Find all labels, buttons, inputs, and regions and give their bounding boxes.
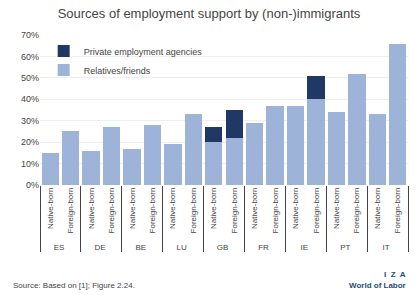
svg-text:Foreign-born: Foreign-born (271, 188, 280, 234)
svg-text:ES: ES (54, 243, 65, 252)
svg-text:70%: 70% (21, 30, 39, 40)
svg-text:Native-born: Native-born (209, 188, 218, 229)
svg-text:30%: 30% (21, 116, 39, 126)
svg-text:Foreign-born: Foreign-born (393, 188, 402, 234)
svg-text:20%: 20% (21, 137, 39, 147)
svg-text:60%: 60% (21, 52, 39, 62)
svg-text:Native-born: Native-born (291, 188, 300, 229)
svg-text:Foreign-born: Foreign-born (107, 188, 116, 234)
svg-text:Private employment agencies: Private employment agencies (84, 47, 203, 57)
svg-text:IE: IE (301, 243, 309, 252)
svg-text:Foreign-born: Foreign-born (230, 188, 239, 234)
svg-text:FR: FR (258, 243, 269, 252)
svg-text:10%: 10% (21, 159, 39, 169)
svg-text:Native-born: Native-born (373, 188, 382, 229)
svg-text:Foreign-born: Foreign-born (189, 188, 198, 234)
svg-text:Foreign-born: Foreign-born (352, 188, 361, 234)
svg-text:0%: 0% (26, 180, 39, 190)
svg-text:Foreign-born: Foreign-born (66, 188, 75, 234)
svg-text:GB: GB (217, 243, 229, 252)
svg-text:I Z A: I Z A (384, 270, 406, 279)
svg-text:Native-born: Native-born (87, 188, 96, 229)
svg-text:Sources of employment support: Sources of employment support by (non-)i… (58, 6, 361, 21)
svg-text:PT: PT (340, 243, 350, 252)
svg-text:Native-born: Native-born (332, 188, 341, 229)
svg-text:Source: Based on [1]; Figure 2: Source: Based on [1]; Figure 2.24. (13, 281, 135, 290)
svg-text:Foreign-born: Foreign-born (312, 188, 321, 234)
svg-text:BE: BE (135, 243, 146, 252)
svg-text:Native-born: Native-born (46, 188, 55, 229)
svg-text:IT: IT (383, 243, 390, 252)
svg-text:DE: DE (94, 243, 105, 252)
svg-text:Relatives/friends: Relatives/friends (84, 66, 151, 76)
svg-text:Native-born: Native-born (250, 188, 259, 229)
svg-text:Native-born: Native-born (128, 188, 137, 229)
svg-text:World of Labor: World of Labor (349, 281, 406, 290)
svg-text:Foreign-born: Foreign-born (148, 188, 157, 234)
svg-text:LU: LU (177, 243, 187, 252)
svg-text:40%: 40% (21, 94, 39, 104)
svg-text:Native-born: Native-born (168, 188, 177, 229)
svg-text:50%: 50% (21, 73, 39, 83)
